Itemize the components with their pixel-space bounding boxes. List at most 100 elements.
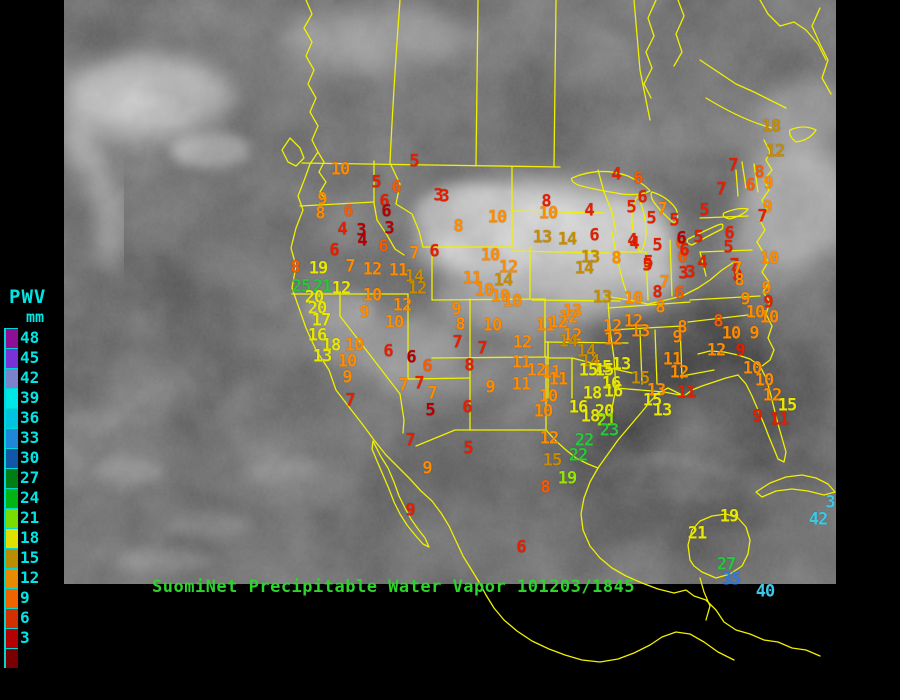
lake-huron — [650, 191, 679, 224]
us-canada-border — [301, 162, 561, 168]
puget-sound — [317, 151, 327, 201]
station-value: 7 — [398, 375, 408, 396]
legend-label: 33 — [20, 428, 40, 447]
station-value: 8 — [540, 477, 550, 498]
station-value: 10 — [480, 245, 501, 266]
station-value: 9 — [451, 299, 461, 320]
station-value: 21 — [687, 523, 708, 544]
station-value: 5 — [723, 237, 733, 258]
station-value: 8 — [713, 311, 723, 332]
station-value: 6 — [589, 225, 599, 246]
station-value: 10 — [721, 323, 742, 344]
station-value: 5 — [626, 197, 636, 218]
station-value: 6 — [391, 177, 401, 198]
station-value: 11 — [462, 268, 483, 289]
legend-row: 9 — [4, 588, 46, 608]
station-value: 8 — [290, 257, 300, 278]
station-value: 18 — [321, 335, 342, 356]
station-value: 18 — [761, 116, 782, 137]
station-value: 11 — [676, 382, 697, 403]
station-value: 14 — [576, 341, 597, 362]
cuba — [755, 474, 836, 498]
legend-row: 3 — [4, 628, 46, 648]
station-value: 7 — [477, 338, 487, 359]
station-value: 21 — [312, 276, 333, 297]
legend-swatch — [4, 608, 18, 628]
station-value: 13 — [580, 247, 601, 268]
legend-label: 36 — [20, 408, 40, 427]
station-value: 4 — [584, 200, 594, 221]
station-value: 6 — [381, 201, 391, 222]
station-value: 14 — [557, 229, 578, 250]
station-value: 5 — [463, 438, 473, 459]
station-value: 11 — [535, 315, 556, 336]
station-value: 40 — [755, 581, 776, 602]
legend-swatch — [4, 488, 18, 508]
station-value: 5 — [409, 151, 419, 172]
central-america — [673, 589, 821, 657]
station-value: 16 — [603, 381, 624, 402]
station-value: 13 — [652, 400, 673, 421]
lake-michigan — [631, 195, 647, 253]
station-value: 13 — [312, 346, 333, 367]
station-value: 6 — [745, 175, 755, 196]
canada-coastlines — [643, 0, 832, 157]
station-value: 21 — [596, 410, 617, 431]
legend-row: 21 — [4, 508, 46, 528]
station-value: 17 — [311, 310, 332, 331]
satellite-imagery — [64, 0, 836, 584]
legend-row: 15 — [4, 548, 46, 568]
station-value: 6 — [406, 347, 416, 368]
legend-label: 15 — [20, 548, 40, 567]
legend-label: 9 — [20, 588, 30, 607]
station-value: 15 — [630, 368, 651, 389]
station-value: 10 — [474, 280, 495, 301]
station-value: 12 — [558, 307, 579, 328]
station-value: 10 — [759, 248, 780, 269]
station-value: 15 — [592, 357, 613, 378]
station-value: 22 — [568, 445, 589, 466]
station-value: 12 — [331, 278, 352, 299]
station-value: 13 — [630, 321, 651, 342]
station-value: 7 — [409, 243, 419, 264]
station-value: 6 — [343, 201, 353, 222]
legend-label: 12 — [20, 568, 40, 587]
station-value: 10 — [337, 351, 358, 372]
station-value: 25 — [291, 276, 312, 297]
station-value: 6 — [422, 356, 432, 377]
station-value: 20 — [304, 287, 325, 308]
station-value: 12 — [498, 257, 519, 278]
station-value: 18 — [582, 383, 603, 404]
station-value: 11 — [548, 369, 569, 390]
pwv-legend: PWV mm 48 45 42 39 36 33 30 27 24 21 18 15 12 9 6 3 — [4, 286, 46, 668]
legend-swatch — [4, 628, 18, 648]
station-value: 6 — [724, 223, 734, 244]
station-value: 3 — [685, 262, 695, 283]
station-value: 9 — [763, 173, 773, 194]
legend-swatch — [4, 368, 18, 388]
station-value: 9 — [735, 340, 745, 361]
legend-swatch — [4, 408, 18, 428]
legend-swatch — [4, 568, 18, 588]
legend-label: 3 — [20, 628, 30, 647]
station-value: 7 — [716, 179, 726, 200]
station-value: 13 — [646, 380, 667, 401]
legend-label: 45 — [20, 348, 40, 367]
station-value: 7 — [732, 258, 742, 279]
station-value: 11 — [662, 349, 683, 370]
station-value: 9 — [342, 367, 352, 388]
station-value: 10 — [344, 335, 365, 356]
station-value: 12 — [407, 278, 428, 299]
station-value: 8 — [652, 282, 662, 303]
station-value: 5 — [425, 400, 435, 421]
yucatan — [687, 513, 751, 621]
station-value: 7 — [657, 199, 667, 220]
legend-swatch — [4, 588, 18, 608]
station-value: 7 — [345, 390, 355, 411]
station-value: 12 — [706, 340, 727, 361]
legend-swatch — [4, 448, 18, 468]
station-value: 16 — [307, 325, 328, 346]
station-value: 4 — [357, 230, 367, 251]
